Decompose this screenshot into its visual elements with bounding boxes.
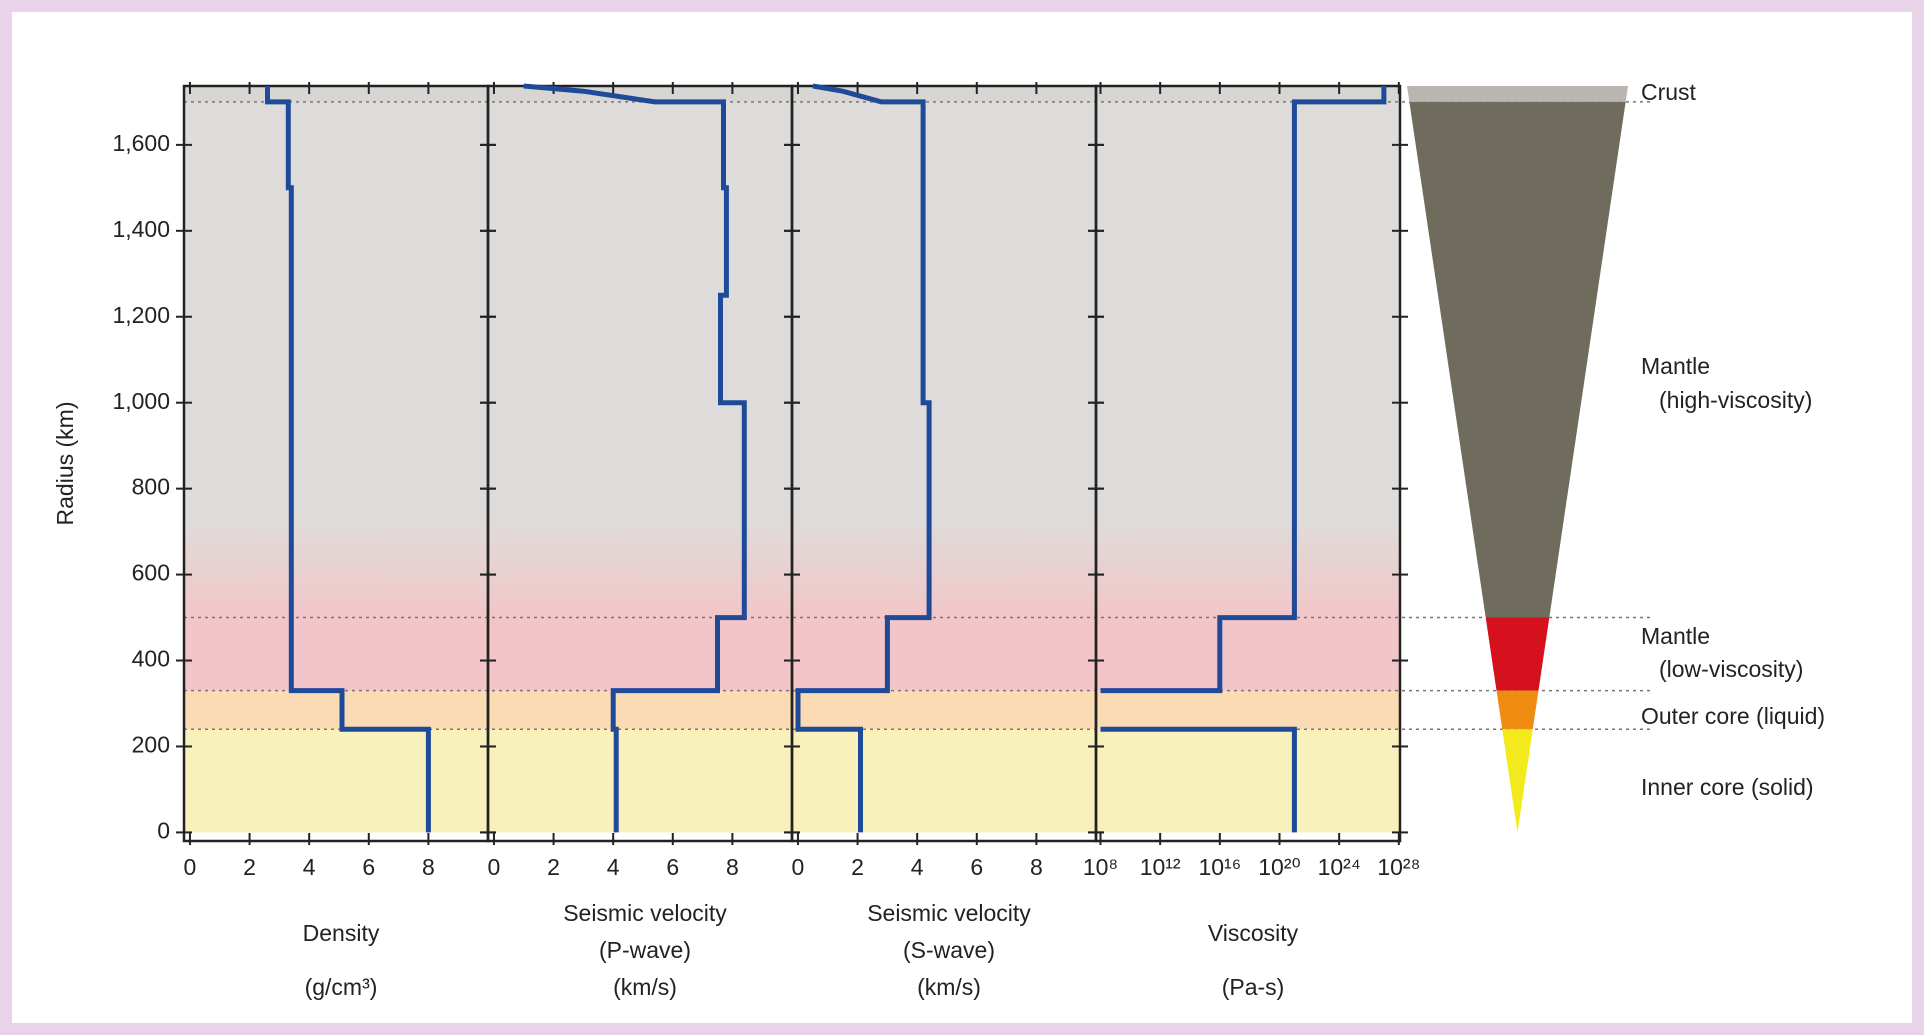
x-tick-label: 8 bbox=[422, 854, 435, 880]
x-tick-label: 10¹⁶ bbox=[1198, 854, 1241, 880]
x-axis-title: Density bbox=[303, 920, 380, 946]
layer-band bbox=[184, 618, 488, 691]
x-axis-title: Seismic velocity bbox=[867, 900, 1031, 926]
cone-layer bbox=[1407, 86, 1628, 102]
layer-label: Outer core (liquid) bbox=[1641, 703, 1825, 729]
x-tick-label: 2 bbox=[547, 854, 560, 880]
layer-band bbox=[184, 691, 488, 730]
layer-label: Inner core (solid) bbox=[1641, 774, 1814, 800]
x-axis-title: (km/s) bbox=[917, 974, 981, 1000]
y-tick-label: 600 bbox=[132, 560, 170, 586]
cone-layer bbox=[1486, 618, 1550, 691]
layer-band bbox=[1096, 618, 1400, 691]
y-tick-label: 400 bbox=[132, 646, 170, 672]
x-tick-label: 4 bbox=[607, 854, 620, 880]
x-tick-label: 10²⁸ bbox=[1377, 854, 1420, 880]
layer-band bbox=[488, 618, 792, 691]
layer-band bbox=[792, 729, 1096, 832]
x-tick-label: 0 bbox=[184, 854, 197, 880]
x-tick-label: 0 bbox=[488, 854, 501, 880]
layer-band bbox=[1096, 729, 1400, 832]
layer-label: Mantle bbox=[1641, 353, 1710, 379]
x-axis-title: (g/cm³) bbox=[305, 974, 378, 1000]
layer-label: (high-viscosity) bbox=[1659, 387, 1812, 413]
layer-label: Crust bbox=[1641, 79, 1697, 105]
layer-band bbox=[792, 691, 1096, 730]
layer-label: (low-viscosity) bbox=[1659, 656, 1803, 682]
x-tick-label: 0 bbox=[792, 854, 805, 880]
y-tick-label: 1,000 bbox=[112, 388, 170, 414]
layer-band bbox=[184, 729, 488, 832]
x-tick-label: 10⁸ bbox=[1083, 854, 1118, 880]
y-tick-label: 800 bbox=[132, 474, 170, 500]
layer-band bbox=[1096, 691, 1400, 730]
x-axis-title: (S-wave) bbox=[903, 937, 995, 963]
x-tick-label: 4 bbox=[911, 854, 924, 880]
layer-band bbox=[184, 86, 488, 102]
x-tick-label: 6 bbox=[970, 854, 983, 880]
x-tick-label: 2 bbox=[851, 854, 864, 880]
x-axis-title: Seismic velocity bbox=[563, 900, 727, 926]
x-tick-label: 8 bbox=[726, 854, 739, 880]
y-tick-label: 0 bbox=[157, 817, 170, 843]
layer-fade bbox=[792, 518, 1096, 618]
x-axis-title: (km/s) bbox=[613, 974, 677, 1000]
x-tick-label: 8 bbox=[1030, 854, 1043, 880]
x-tick-label: 6 bbox=[666, 854, 679, 880]
y-tick-label: 1,400 bbox=[112, 216, 170, 242]
y-tick-label: 1,200 bbox=[112, 302, 170, 328]
cone-layer bbox=[1497, 691, 1539, 730]
layer-band bbox=[792, 618, 1096, 691]
x-tick-label: 10¹² bbox=[1140, 854, 1181, 880]
y-tick-label: 200 bbox=[132, 732, 170, 758]
layer-band bbox=[488, 729, 792, 832]
layer-fade bbox=[184, 518, 488, 618]
y-tick-label: 1,600 bbox=[112, 130, 170, 156]
x-axis-title: (Pa-s) bbox=[1222, 974, 1285, 1000]
layer-fade bbox=[1096, 518, 1400, 618]
x-tick-label: 2 bbox=[243, 854, 256, 880]
layer-label: Mantle bbox=[1641, 623, 1710, 649]
x-tick-label: 10²⁴ bbox=[1318, 854, 1361, 880]
y-axis-title: Radius (km) bbox=[52, 402, 78, 526]
x-tick-label: 4 bbox=[303, 854, 316, 880]
x-axis-title: Viscosity bbox=[1208, 920, 1299, 946]
chart: 02004006008001,0001,2001,4001,60002468De… bbox=[0, 0, 1924, 1035]
x-tick-label: 6 bbox=[362, 854, 375, 880]
x-tick-label: 10²⁰ bbox=[1258, 854, 1300, 880]
layer-band bbox=[488, 691, 792, 730]
x-axis-title: (P-wave) bbox=[599, 937, 691, 963]
